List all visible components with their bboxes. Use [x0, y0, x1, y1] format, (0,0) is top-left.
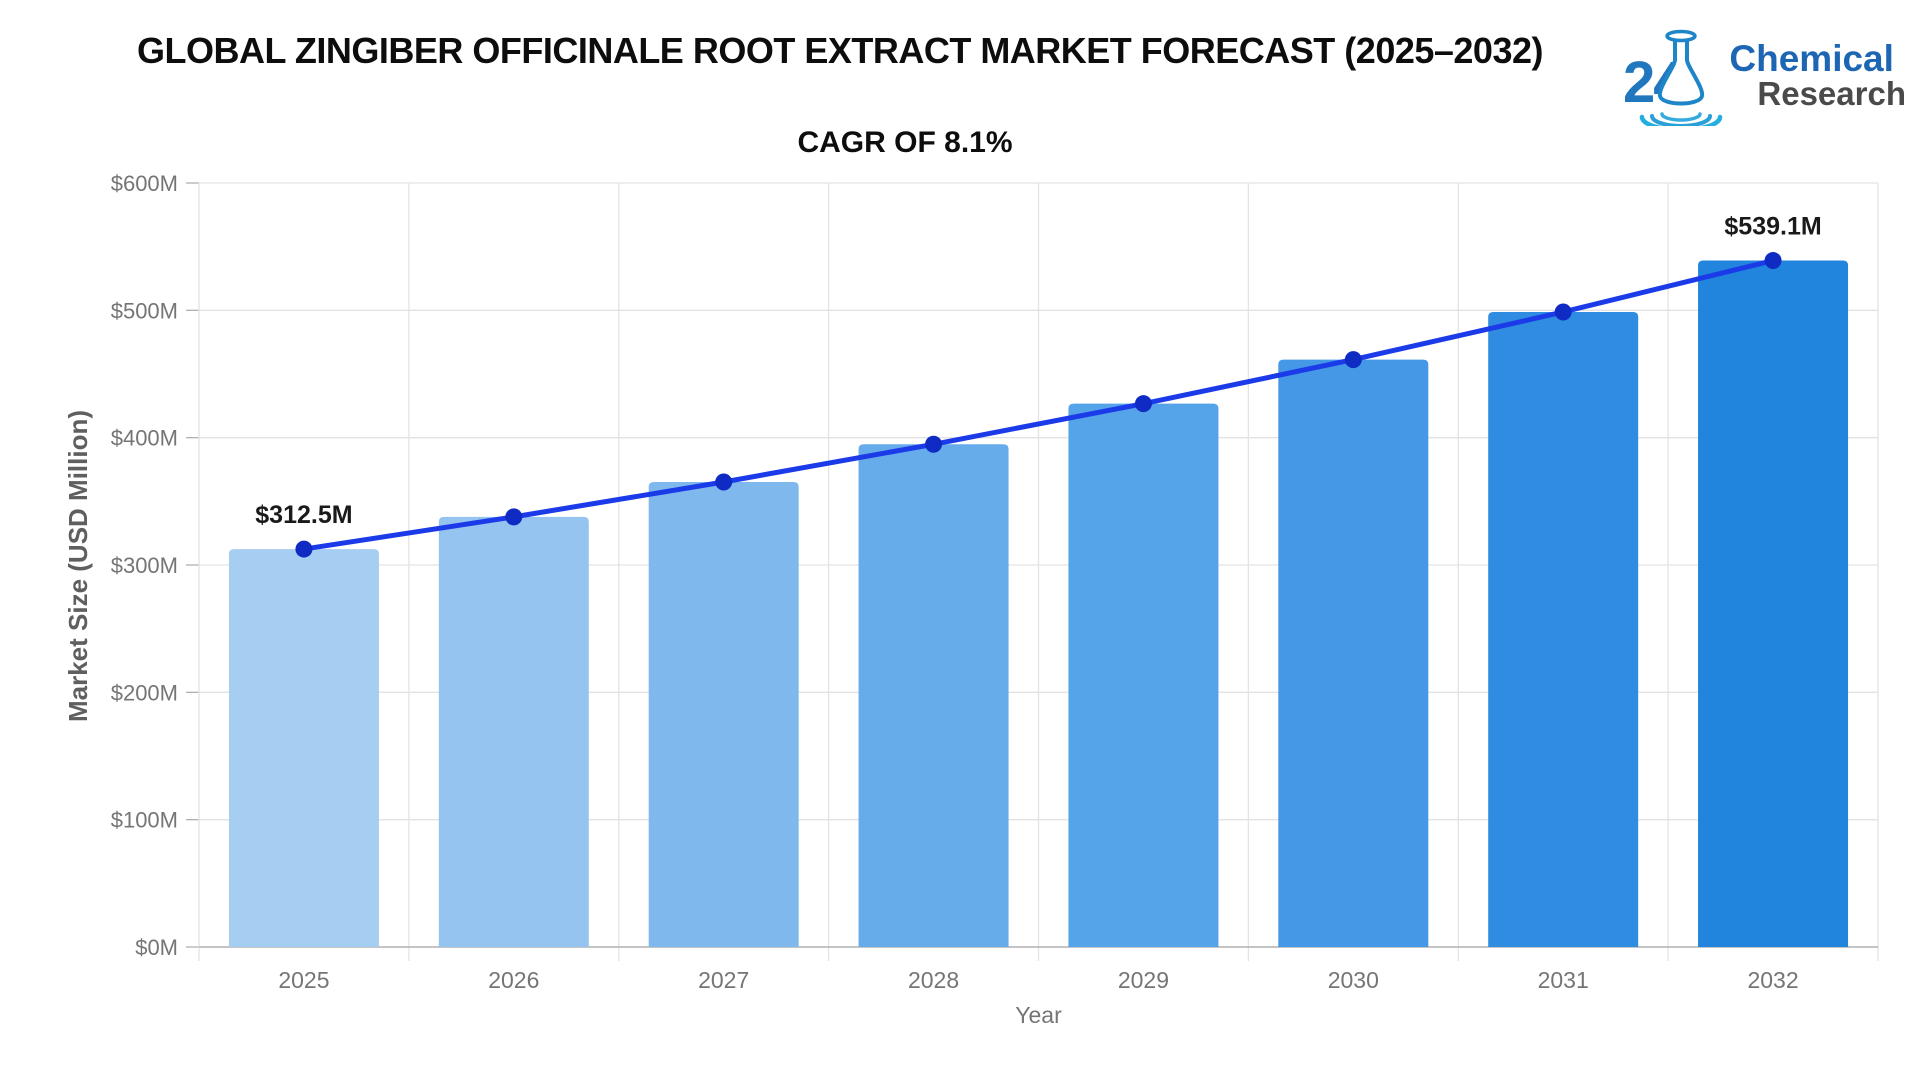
x-tick-label: 2029 [1118, 967, 1169, 993]
ripple-medium [1650, 114, 1713, 126]
line-point-2025 [295, 540, 313, 558]
x-tick-label: 2027 [698, 967, 749, 993]
data-label-2025: $312.5M [255, 501, 352, 529]
logo-line1: Chemical [1729, 38, 1894, 80]
line-point-2026 [505, 508, 523, 526]
trend-line [301, 258, 1776, 552]
flask-body [1658, 36, 1705, 106]
logo-text: Chemical Research [1729, 40, 1906, 112]
chart-subtitle-cagr: CAGR OF 8.1% [797, 126, 1013, 159]
line-point-2030 [1344, 351, 1362, 369]
line-point-2031 [1554, 303, 1572, 321]
y-tick-label: $100M [111, 808, 178, 833]
line-point-2032 [1764, 252, 1782, 270]
chart-main-title: GLOBAL ZINGIBER OFFICINALE ROOT EXTRACT … [137, 30, 1543, 71]
x-tick-label: 2031 [1538, 967, 1589, 993]
y-tick-label: $300M [111, 553, 178, 578]
flask-rim [1665, 29, 1698, 43]
x-tick-label: 2032 [1747, 967, 1798, 993]
y-tick-label: $600M [111, 171, 178, 196]
ripple-large [1640, 114, 1723, 126]
x-axis-title: Year [1015, 1002, 1062, 1028]
line-point-2029 [1134, 395, 1152, 413]
x-tick-label: 2026 [488, 967, 539, 993]
bar-2026 [438, 516, 589, 947]
y-tick-label: $200M [111, 680, 178, 705]
logo-flask-icon: 24 [1623, 29, 1723, 126]
bar-2028 [858, 444, 1009, 947]
bar-2031 [1488, 311, 1639, 948]
logo-line2: Research [1757, 75, 1906, 113]
y-tick-label: $400M [111, 426, 178, 451]
bar-2027 [648, 481, 799, 947]
company-logo: 24 Chemical Research [1623, 26, 1906, 126]
bar-2029 [1068, 403, 1219, 947]
bar-2025 [228, 549, 379, 947]
y-tick-label: $0M [135, 935, 178, 960]
x-tick-label: 2030 [1328, 967, 1379, 993]
x-tick-label: 2028 [908, 967, 959, 993]
bar-2032 [1698, 260, 1849, 947]
x-tick-label: 2025 [278, 967, 329, 993]
y-tick-label: $500M [111, 298, 178, 323]
line-point-2028 [925, 435, 943, 453]
line-point-2027 [715, 473, 733, 491]
bar-2030 [1278, 359, 1429, 947]
ripple-small [1660, 112, 1703, 122]
data-label-2032: $539.1M [1724, 213, 1821, 241]
